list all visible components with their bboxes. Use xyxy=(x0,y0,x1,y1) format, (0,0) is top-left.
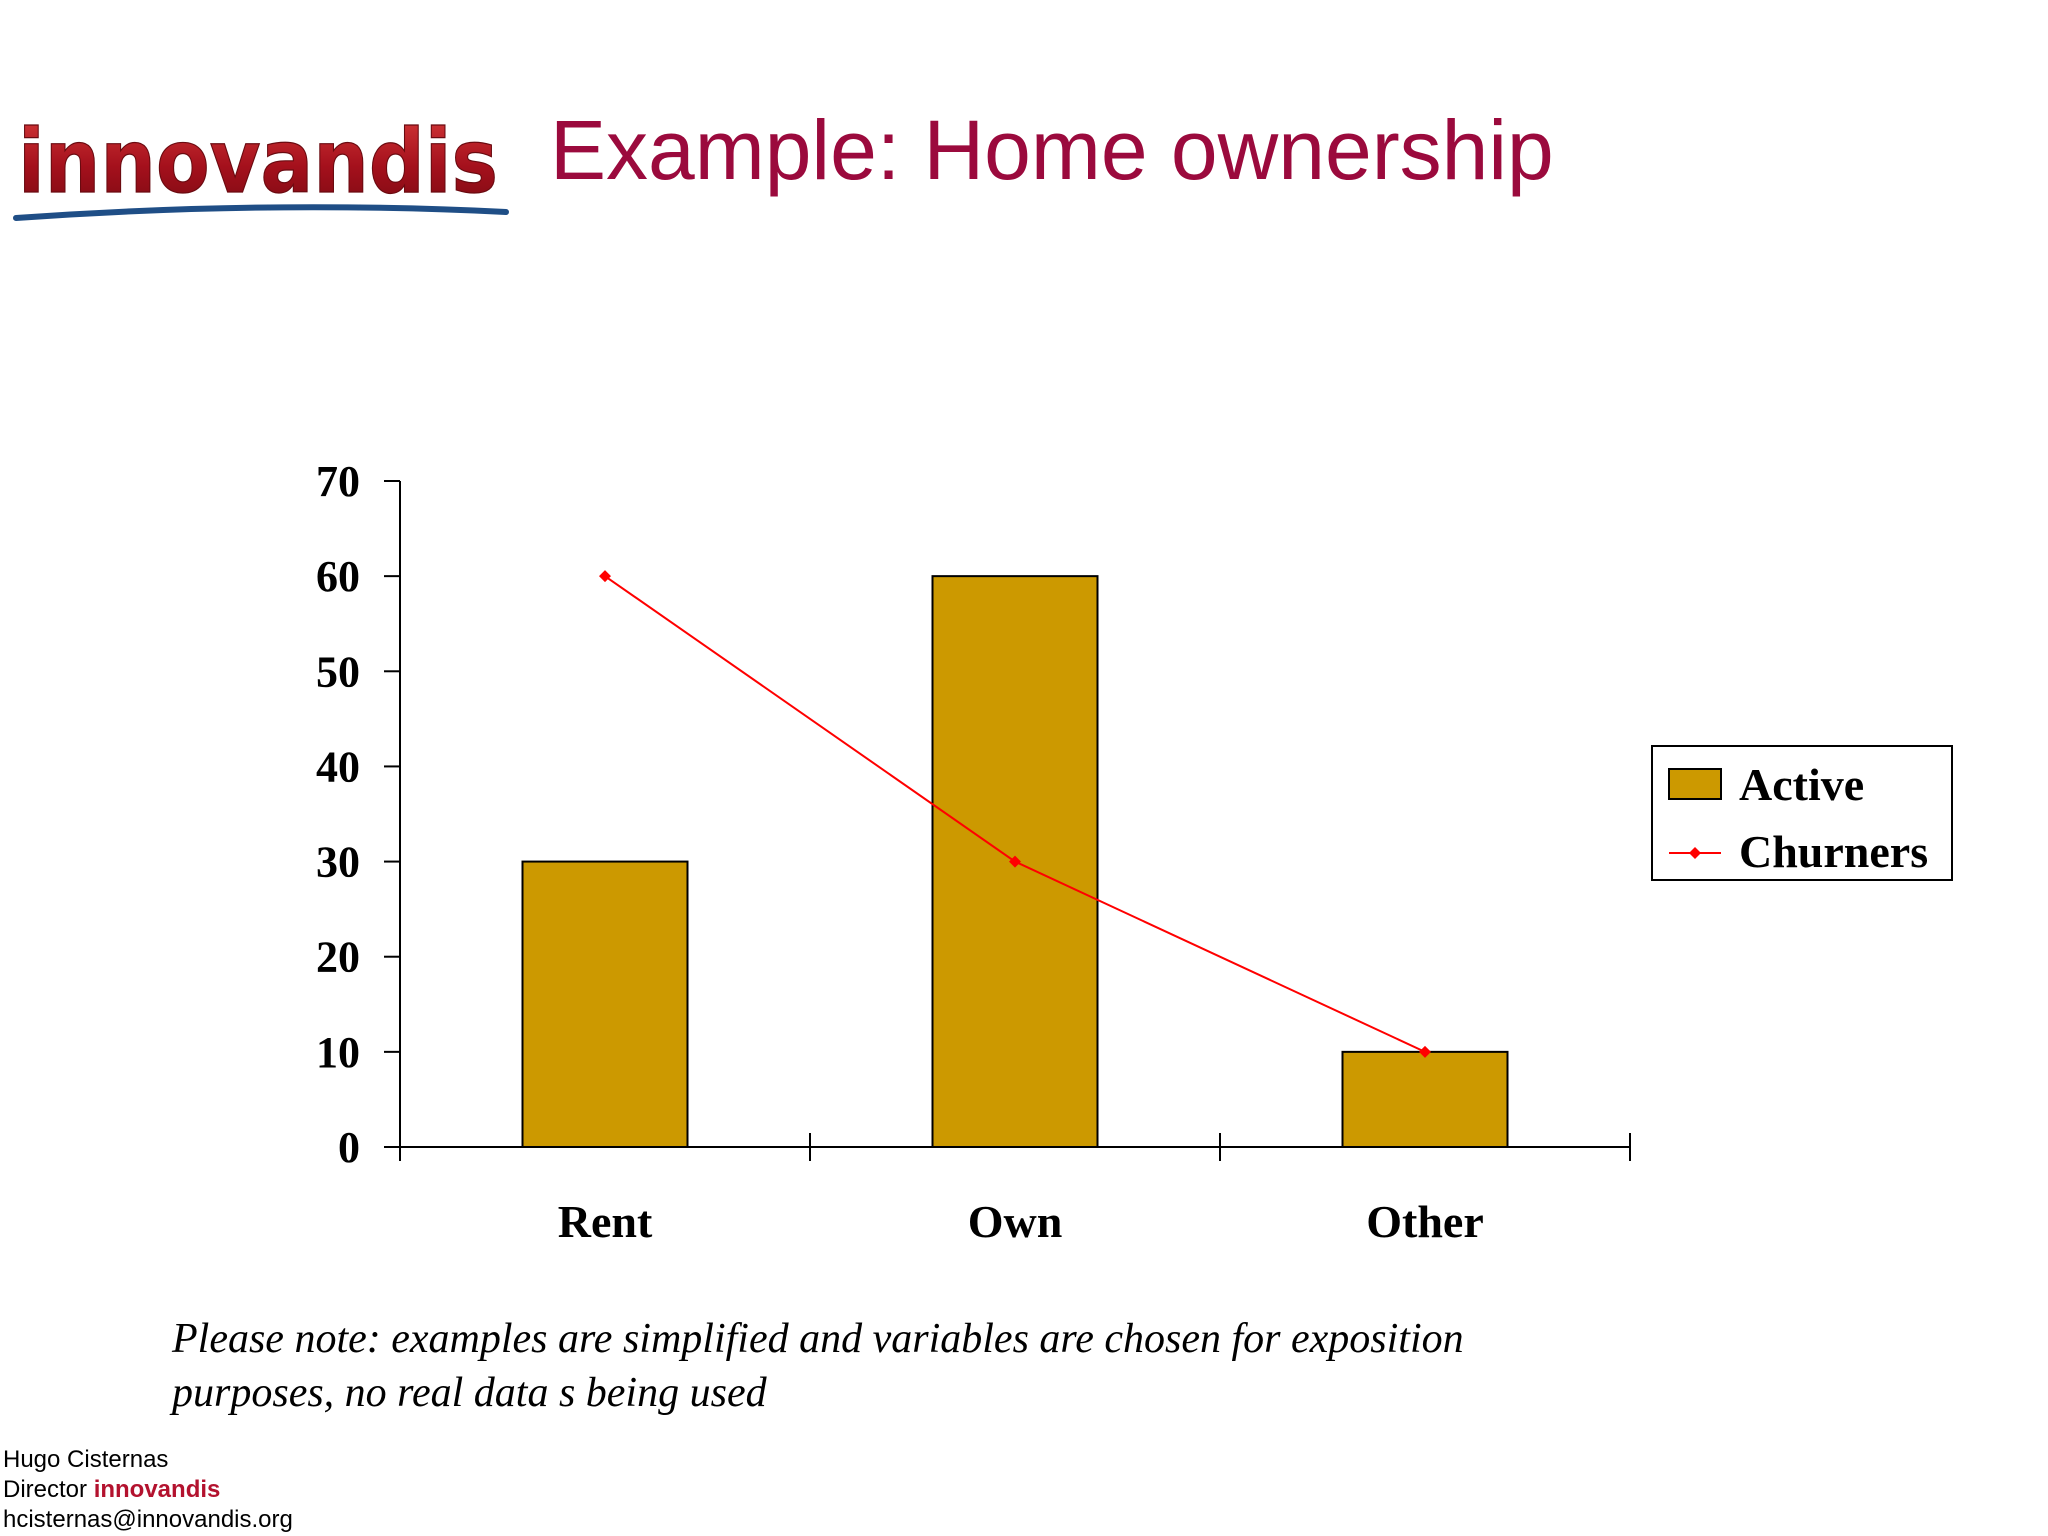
presenter-role-line: Director innovandis xyxy=(3,1475,293,1505)
legend-marker-churners xyxy=(1689,847,1701,859)
innovandis-logo: innovandis xyxy=(8,100,528,250)
x-tick-label-other: Other xyxy=(1366,1196,1484,1247)
y-tick-label-60: 60 xyxy=(316,552,360,601)
x-tick-label-own: Own xyxy=(968,1196,1063,1247)
point-churners-own xyxy=(1009,855,1021,868)
presenter-name: Hugo Cisternas xyxy=(3,1446,169,1473)
note-line-2: purposes, no real data s being used xyxy=(172,1370,767,1416)
point-churners-rent xyxy=(599,570,611,583)
presenter-email: hcisternas@innovandis.org xyxy=(3,1506,293,1533)
legend-label-churners: Churners xyxy=(1739,826,1928,877)
y-tick-label-40: 40 xyxy=(316,742,360,791)
slide-title: Example: Home ownership xyxy=(550,103,1554,197)
presenter-brand: innovandis xyxy=(93,1476,221,1503)
bar-active-own xyxy=(931,575,1099,1148)
y-tick-label-30: 30 xyxy=(316,838,360,887)
presenter-role: Director xyxy=(3,1476,88,1503)
bar-active-other xyxy=(1341,1050,1509,1149)
y-tick-label-20: 20 xyxy=(316,933,360,982)
note-line-1: Please note: examples are simplified and… xyxy=(172,1316,1464,1362)
disclaimer-note: Please note: examples are simplified and… xyxy=(172,1312,1672,1420)
y-tick-label-70: 70 xyxy=(316,457,360,506)
y-tick-label-50: 50 xyxy=(316,647,360,696)
logo-graphic: innovandis xyxy=(13,109,509,221)
legend-box xyxy=(1651,745,1953,881)
x-tick-label-rent: Rent xyxy=(558,1196,653,1247)
series-line-churners xyxy=(604,575,1426,1053)
y-tick-label-0: 0 xyxy=(338,1123,360,1172)
bar-active-rent xyxy=(521,860,689,1148)
logo-text: innovandis xyxy=(18,110,498,213)
legend-label-active: Active xyxy=(1739,759,1864,810)
presenter-footer: Hugo Cisternas Director innovandis hcist… xyxy=(3,1445,293,1535)
legend-swatch-active xyxy=(1668,768,1722,800)
y-tick-label-10: 10 xyxy=(316,1028,360,1077)
point-churners-other xyxy=(1419,1045,1431,1058)
logo-swoosh xyxy=(13,204,509,221)
